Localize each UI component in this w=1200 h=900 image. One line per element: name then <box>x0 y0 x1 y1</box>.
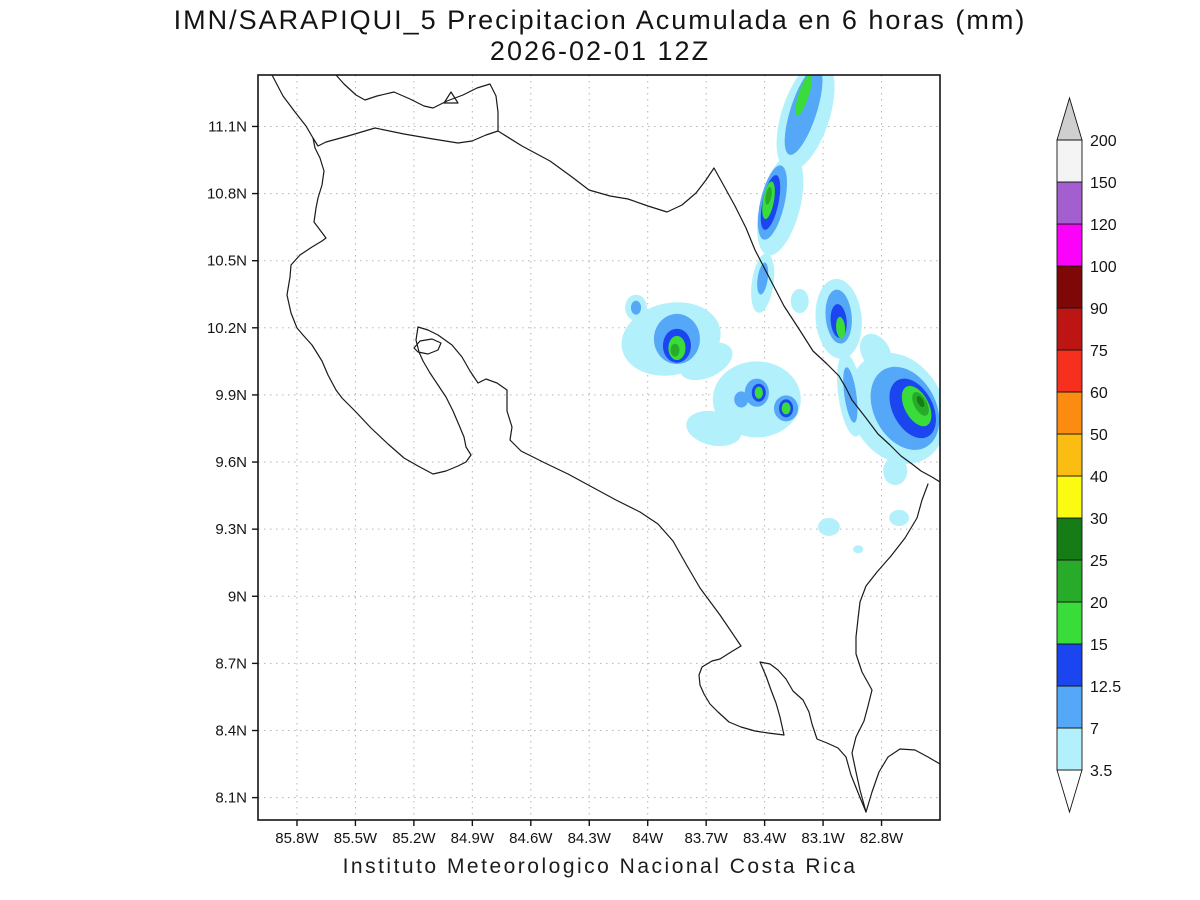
colorbar-segment <box>1056 265 1083 309</box>
lat-tick-label: 8.4N <box>215 723 247 740</box>
precip-cell <box>784 75 823 155</box>
colorbar-segment <box>1056 643 1083 687</box>
lat-tick-label: 10.5N <box>207 253 247 270</box>
colorbar-label: 30 <box>1090 511 1108 528</box>
colorbar-segment <box>1056 517 1083 561</box>
axis-ticks <box>252 125 883 826</box>
lon-tick-label: 82.8W <box>860 830 904 847</box>
colorbar-segment <box>1056 181 1083 225</box>
colorbar-segment <box>1056 391 1083 435</box>
colorbar-segment <box>1056 307 1083 351</box>
coastline-lake-island <box>443 91 459 104</box>
colorbar-label: 12.5 <box>1090 679 1121 696</box>
lat-tick-label: 10.2N <box>207 320 247 337</box>
lon-tick-label: 85.2W <box>392 830 436 847</box>
colorbar-label: 120 <box>1090 217 1117 234</box>
coastline-isla-chira <box>413 338 442 355</box>
precip-cell <box>843 367 858 423</box>
colorbar-label: 40 <box>1090 469 1108 486</box>
plot-frame <box>257 74 941 821</box>
lon-tick-label: 83.7W <box>684 830 728 847</box>
chart-title-line2: 2026-02-01 12Z <box>489 36 711 66</box>
colorbar-label: 60 <box>1090 385 1108 402</box>
precip-cell <box>889 509 910 527</box>
lon-tick-label: 84W <box>632 830 664 847</box>
lat-tick-label: 9.3N <box>215 521 247 538</box>
colorbar-segment <box>1056 685 1083 729</box>
lat-tick-label: 11.1N <box>208 118 247 135</box>
colorbar-segment <box>1056 433 1083 477</box>
colorbar-arrow-low <box>1056 769 1083 814</box>
colorbar-segment <box>1056 601 1083 645</box>
precip-cell <box>630 300 642 315</box>
colorbar: 3.5 7 12.5 15 20 25 30 40 50 60 75 90 100 120 150 200 <box>1056 96 1121 814</box>
lon-tick-label: 83.4W <box>743 830 787 847</box>
lat-tick-label: 8.7N <box>215 655 247 672</box>
colorbar-label: 25 <box>1090 553 1108 570</box>
lon-tick-label: 85.5W <box>334 830 378 847</box>
coastline <box>271 75 940 813</box>
precip-cell <box>836 316 846 339</box>
precip-cell <box>670 343 680 357</box>
chart-title-line1: IMN/SARAPIQUI_5 Precipitacion Acumulada … <box>173 5 1027 35</box>
coastline-panama-border <box>851 483 929 813</box>
precip-cell <box>754 386 763 399</box>
coastline-lake-nicaragua-shore <box>335 75 499 132</box>
colorbar-label: 3.5 <box>1090 763 1112 780</box>
lon-tick-label: 85.8W <box>275 830 319 847</box>
colorbar-segment <box>1056 727 1083 771</box>
colorbar-segment <box>1056 559 1083 603</box>
lon-tick-label: 83.1W <box>801 830 845 847</box>
chart-title: IMN/SARAPIQUI_5 Precipitacion Acumulada … <box>0 5 1200 67</box>
lat-tick-label: 10.8N <box>207 186 247 203</box>
footer-text: Instituto Meteorologico Nacional Costa R… <box>342 855 858 878</box>
colorbar-label: 150 <box>1090 175 1117 192</box>
colorbar-label: 15 <box>1090 637 1108 654</box>
lat-tick-label: 9.9N <box>215 387 247 404</box>
colorbar-label: 20 <box>1090 595 1108 612</box>
coastline-nicaragua-border-caribbean <box>271 75 940 483</box>
precip-cell <box>734 391 749 408</box>
precip-cell <box>859 333 892 372</box>
precip-cell <box>686 410 742 447</box>
precip-cell <box>818 517 840 536</box>
precipitation-shading <box>621 75 940 554</box>
colorbar-label: 50 <box>1090 427 1108 444</box>
precip-cell <box>781 402 791 415</box>
coastline-panama-east <box>865 748 940 813</box>
colorbar-label: 200 <box>1090 133 1117 150</box>
colorbar-label: 100 <box>1090 259 1117 276</box>
lat-tick-label: 9.6N <box>215 454 247 471</box>
precip-cell <box>790 288 809 314</box>
axis-labels: 11.1N 10.8N 10.5N 10.2N 9.9N 9.6N 9.3N 9N 8.7N 8.… <box>207 118 904 847</box>
grid-lines <box>258 75 940 820</box>
colorbar-label: 75 <box>1090 343 1108 360</box>
lat-tick-label: 8.1N <box>215 790 247 807</box>
colorbar-segment <box>1056 475 1083 519</box>
precip-cell <box>795 75 812 117</box>
precip-cell <box>853 545 864 554</box>
precip-cell <box>916 396 925 408</box>
lon-tick-label: 84.3W <box>568 830 612 847</box>
colorbar-label: 7 <box>1090 721 1099 738</box>
colorbar-segment <box>1056 349 1083 393</box>
precip-cell <box>883 456 908 486</box>
coastline-pacific <box>286 137 867 813</box>
lon-tick-label: 84.6W <box>509 830 553 847</box>
precip-cell <box>765 186 772 205</box>
colorbar-segment <box>1056 139 1083 183</box>
lat-tick-label: 9N <box>228 588 247 605</box>
colorbar-segment <box>1056 223 1083 267</box>
colorbar-arrow-high <box>1056 96 1083 141</box>
colorbar-label: 90 <box>1090 301 1108 318</box>
lon-tick-label: 84.9W <box>451 830 495 847</box>
